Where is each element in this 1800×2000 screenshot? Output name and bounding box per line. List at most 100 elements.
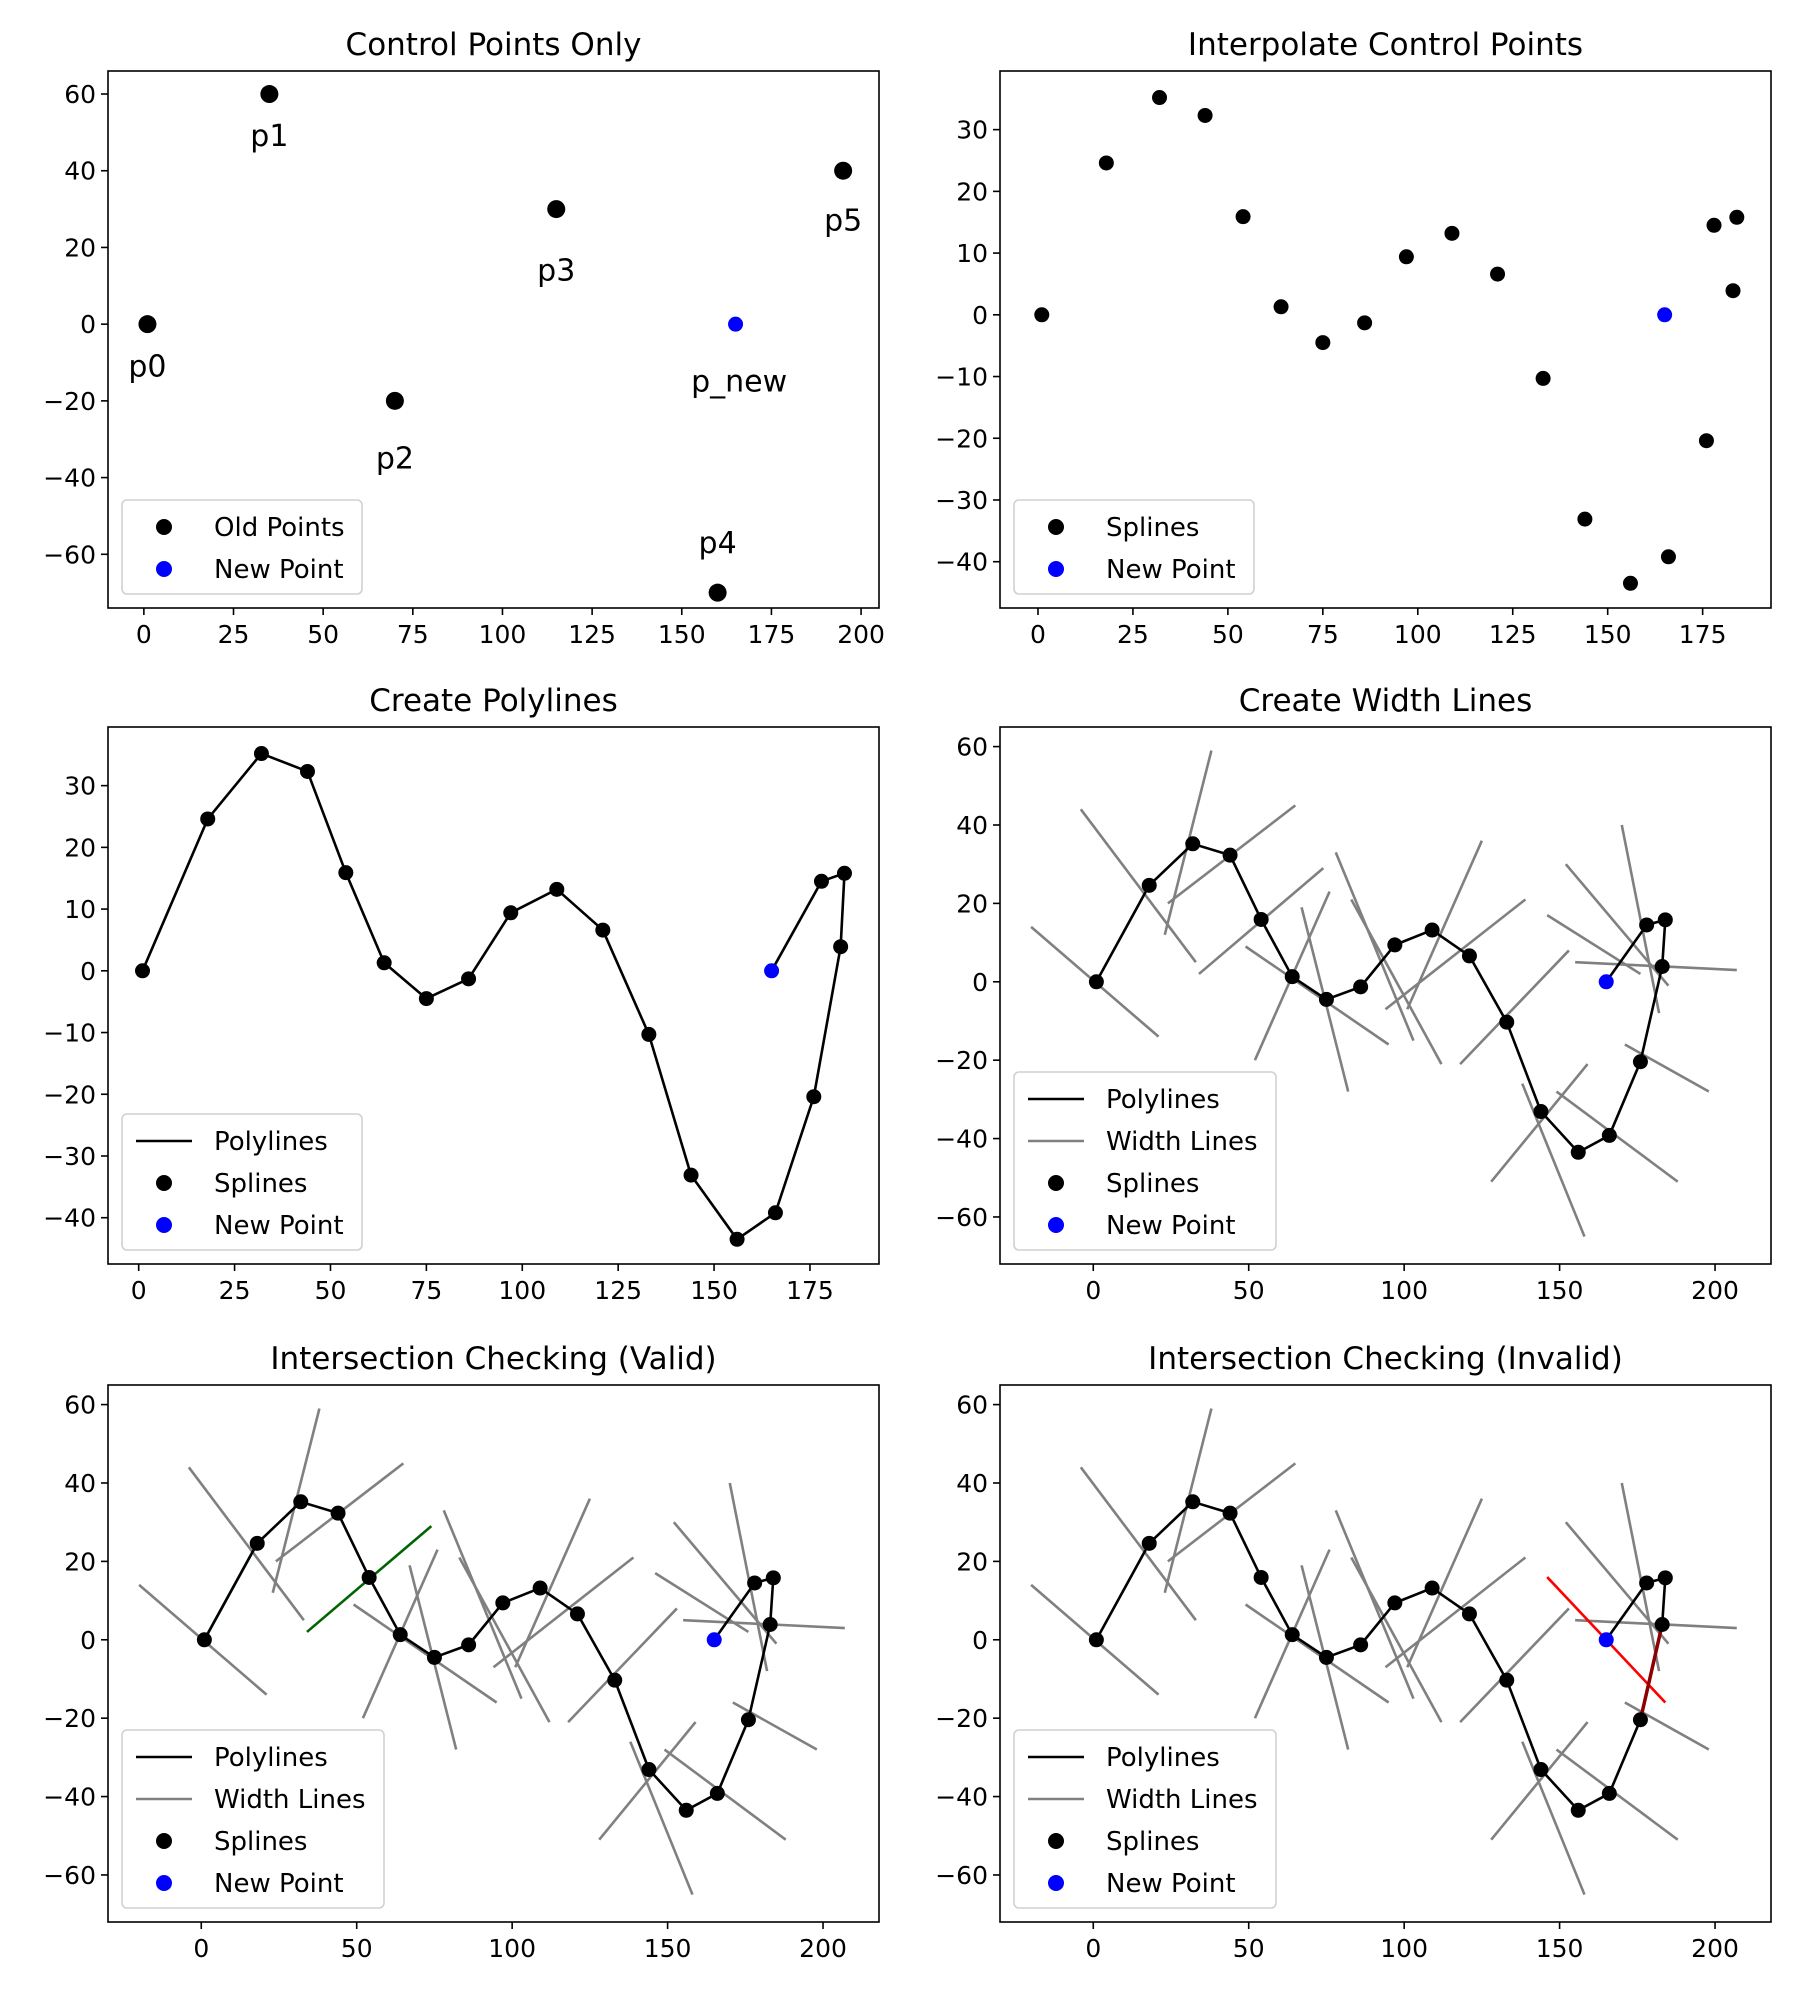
point-marker	[1318, 991, 1334, 1007]
point-marker	[1570, 1144, 1586, 1160]
x-tick-label: 0	[1085, 1276, 1101, 1305]
point-marker	[549, 881, 565, 897]
point-marker	[813, 873, 829, 889]
point-marker	[595, 922, 611, 938]
point-marker	[1577, 511, 1593, 527]
legend-marker-swatch	[1048, 1175, 1064, 1191]
x-tick-label: 175	[1679, 620, 1727, 649]
x-tick-label: 75	[410, 1276, 442, 1305]
point-marker	[385, 391, 404, 410]
legend-box	[1013, 1071, 1277, 1251]
legend-label: New Point	[1106, 555, 1236, 585]
x-tick-label: 150	[1584, 620, 1632, 649]
y-tick-label: 20	[64, 833, 96, 862]
x-tick-label: 50	[341, 1934, 373, 1963]
point-marker	[461, 971, 477, 987]
y-tick-label: −30	[935, 486, 988, 515]
legend-label: Width Lines	[1106, 1127, 1258, 1157]
chart-panel-1: Control Points Only p0 p1 p2 p3 p4 p5 p_new 0 25 5…	[43, 27, 885, 649]
plot-area	[1034, 90, 1745, 591]
width-line	[663, 1748, 787, 1841]
point-marker	[1387, 937, 1403, 953]
point-marker	[249, 1535, 265, 1551]
x-tick-label: 125	[568, 620, 616, 649]
legend-label: Splines	[1106, 513, 1199, 543]
y-tick-label: −60	[935, 1203, 988, 1232]
width-line	[1459, 949, 1570, 1065]
point-marker	[1444, 225, 1460, 241]
x-tick-label: 150	[644, 1934, 692, 1963]
width-line	[1555, 1090, 1679, 1183]
chart-title: Interpolate Control Points	[1188, 27, 1583, 63]
chart-title: Create Width Lines	[1239, 683, 1533, 719]
width-line	[629, 1741, 694, 1896]
point-marker	[1461, 1606, 1477, 1622]
point-label: p0	[128, 349, 166, 384]
legend-box	[1013, 499, 1255, 595]
point-marker	[641, 1026, 657, 1042]
point-label: p5	[824, 204, 862, 239]
width-line	[1638, 1624, 1664, 1721]
y-tick-label: −20	[43, 1704, 96, 1733]
point-marker	[1461, 948, 1477, 964]
y-tick-label: −10	[43, 1019, 96, 1048]
width-line	[187, 1466, 305, 1621]
y-tick-label: 20	[956, 1547, 988, 1576]
point-marker	[683, 1167, 699, 1183]
width-line	[1521, 1741, 1586, 1896]
new-point-marker	[728, 316, 744, 332]
plot-area	[1030, 750, 1737, 1238]
point-marker	[1235, 209, 1251, 225]
chart-title: Intersection Checking (Valid)	[270, 1341, 716, 1377]
chart-title: Control Points Only	[346, 27, 642, 63]
y-tick-label: 0	[972, 301, 988, 330]
x-tick-label: 200	[799, 1934, 847, 1963]
point-marker	[1654, 1616, 1670, 1632]
x-tick-label: 50	[1212, 620, 1244, 649]
x-tick-label: 125	[1489, 620, 1537, 649]
point-marker	[547, 200, 566, 219]
polyline-series	[1095, 842, 1667, 1154]
y-tick-label: −10	[935, 363, 988, 392]
point-marker	[495, 1595, 511, 1611]
width-line	[1079, 808, 1197, 963]
width-line	[1334, 851, 1415, 1042]
point-label: p_new	[691, 365, 787, 400]
point-marker	[1632, 1712, 1648, 1728]
point-marker	[1654, 958, 1670, 974]
point-marker	[1632, 1054, 1648, 1070]
point-marker	[1034, 307, 1050, 323]
point-marker	[834, 161, 853, 180]
point-marker	[1698, 433, 1714, 449]
point-marker	[607, 1672, 623, 1688]
x-tick-label: 25	[1117, 620, 1149, 649]
x-tick-label: 25	[218, 620, 250, 649]
y-tick-label: 40	[956, 1469, 988, 1498]
legend-label: New Point	[214, 1211, 344, 1241]
x-tick-label: 0	[1085, 1934, 1101, 1963]
legend-box	[121, 1729, 385, 1909]
legend-label: Polylines	[214, 1743, 328, 1773]
polyline-series	[203, 1500, 775, 1812]
x-tick-label: 200	[1691, 1934, 1739, 1963]
width-line	[1384, 898, 1527, 1011]
y-tick-label: −40	[935, 548, 988, 577]
point-marker	[338, 865, 354, 881]
point-marker	[1657, 912, 1673, 928]
y-tick-label: 20	[64, 233, 96, 262]
point-marker	[1141, 877, 1157, 893]
x-tick-label: 0	[1030, 620, 1046, 649]
width-line	[1334, 1509, 1415, 1700]
x-tick-label: 50	[1233, 1276, 1265, 1305]
point-marker	[641, 1762, 657, 1778]
point-marker	[1657, 1570, 1673, 1586]
new-point-marker	[1598, 974, 1614, 990]
legend-label: Splines	[214, 1827, 307, 1857]
point-marker	[1398, 249, 1414, 265]
legend-marker-swatch	[156, 561, 172, 577]
legend-label: Width Lines	[214, 1785, 366, 1815]
y-tick-label: −60	[43, 540, 96, 569]
x-tick-label: 75	[1307, 620, 1339, 649]
point-marker	[1185, 1494, 1201, 1510]
point-marker	[1185, 836, 1201, 852]
